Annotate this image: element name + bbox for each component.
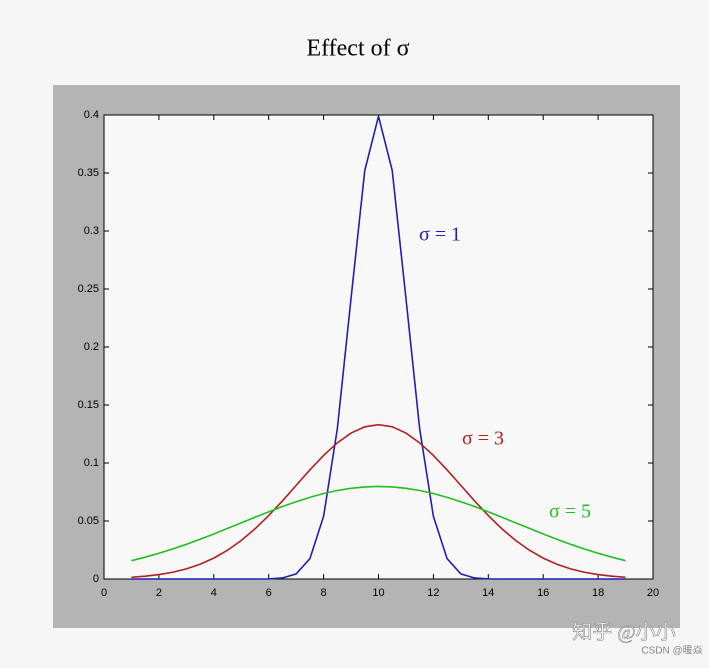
x-tick-label: 8 [321, 587, 327, 599]
x-tick-label: 12 [427, 587, 439, 599]
watermark: 知乎 @小小 [572, 621, 675, 644]
y-tick-label: 0.4 [84, 109, 99, 121]
x-tick-label: 4 [211, 587, 217, 599]
x-tick-label: 14 [482, 587, 494, 599]
y-tick-label: 0.05 [78, 515, 99, 527]
line [131, 485, 626, 562]
series-label: σ = 3 [462, 428, 504, 450]
watermark: CSDN @暖焱 [641, 644, 702, 657]
x-tick-label: 0 [101, 587, 107, 599]
y-tick-label: 0 [93, 573, 99, 585]
y-tick-label: 0.15 [78, 399, 99, 411]
x-tick-label: 6 [266, 587, 272, 599]
y-tick-label: 0.2 [84, 341, 99, 353]
series-label: σ = 5 [549, 501, 591, 523]
x-tick-label: 10 [372, 587, 384, 599]
line [131, 116, 626, 580]
y-tick-label: 0.25 [78, 283, 99, 295]
chart-title: Effect of σ [306, 36, 409, 62]
plot-area [103, 114, 654, 580]
x-tick-label: 20 [647, 587, 659, 599]
y-tick-label: 0.3 [84, 225, 99, 237]
series-label: σ = 1 [419, 224, 461, 246]
x-tick-label: 18 [592, 587, 604, 599]
x-tick-label: 16 [537, 587, 549, 599]
x-tick-label: 2 [156, 587, 162, 599]
y-tick-label: 0.35 [78, 167, 99, 179]
line [131, 423, 626, 579]
y-tick-label: 0.1 [84, 457, 99, 469]
